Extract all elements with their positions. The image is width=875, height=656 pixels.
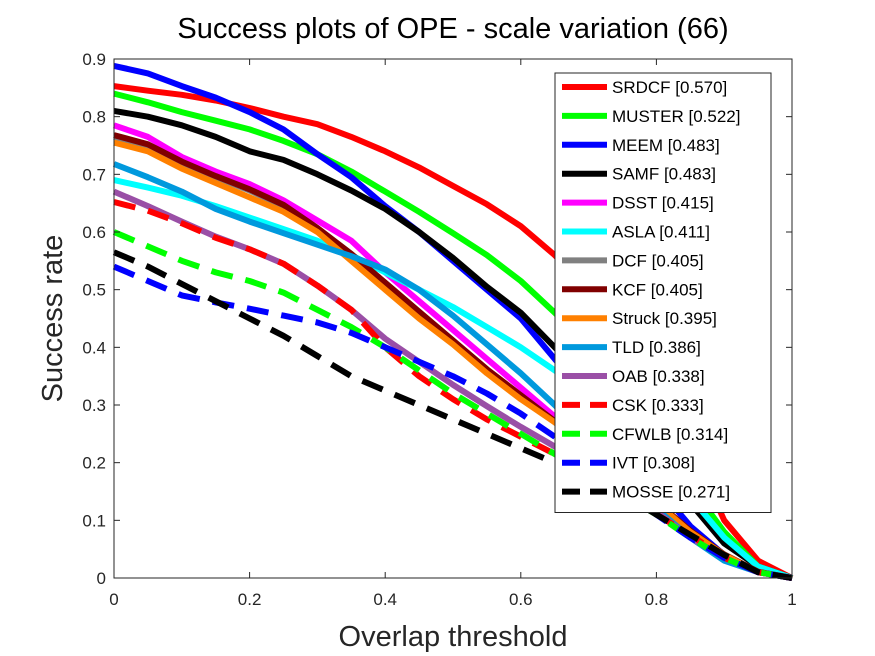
legend-label-4: DSST [0.415]	[612, 194, 714, 213]
y-tick-label: 0.4	[82, 338, 106, 357]
legend-label-0: SRDCF [0.570]	[612, 78, 727, 97]
legend-label-10: OAB [0.338]	[612, 367, 705, 386]
legend: SRDCF [0.570] MUSTER [0.522] MEEM [0.483] S…	[554, 72, 772, 513]
legend-label-6: DCF [0.405]	[612, 251, 704, 270]
y-tick-label: 0.1	[82, 511, 106, 530]
legend-label-3: SAMF [0.483]	[612, 165, 716, 184]
y-axis-ticks: 0 0.1 0.2 0.3 0.4 0.5 0.6 0.7 0.8 0.9	[82, 50, 792, 588]
x-tick-label: 0.2	[238, 590, 262, 609]
legend-label-1: MUSTER [0.522]	[612, 107, 741, 126]
y-tick-label: 0.7	[82, 165, 106, 184]
legend-items: SRDCF [0.570] MUSTER [0.522] MEEM [0.483] S…	[562, 78, 741, 502]
legend-label-5: ASLA [0.411]	[612, 223, 710, 242]
y-tick-label: 0.5	[82, 281, 106, 300]
legend-label-8: Struck [0.395]	[612, 309, 717, 328]
y-tick-label: 0.2	[82, 454, 106, 473]
y-tick-label: 0.6	[82, 223, 106, 242]
legend-label-14: MOSSE [0.271]	[612, 483, 730, 502]
y-tick-label: 0.3	[82, 396, 106, 415]
legend-label-11: CSK [0.333]	[612, 396, 704, 415]
y-axis-label: Success rate	[37, 235, 69, 403]
x-tick-label: 0.6	[509, 590, 533, 609]
axes-frame	[113, 58, 793, 579]
series-line-8	[113, 139, 793, 581]
y-tick-label: 0	[97, 569, 106, 588]
y-tick-label: 0.8	[82, 108, 106, 127]
series-layer	[112, 62, 794, 581]
x-tick-label: 0.8	[645, 590, 669, 609]
chart-title: Success plots of OPE - scale variation (…	[177, 13, 728, 45]
series-line-11	[113, 199, 793, 581]
legend-label-13: IVT [0.308]	[612, 454, 695, 473]
legend-label-7: KCF [0.405]	[612, 280, 703, 299]
x-tick-label: 0	[109, 590, 118, 609]
legend-label-2: MEEM [0.483]	[612, 136, 720, 155]
x-axis-label: Overlap threshold	[339, 621, 568, 653]
x-tick-label: 0.4	[373, 590, 397, 609]
legend-label-12: CFWLB [0.314]	[612, 425, 728, 444]
legend-label-9: TLD [0.386]	[612, 338, 701, 357]
x-axis-ticks: 0 0.2 0.4 0.6 0.8 1	[109, 59, 797, 609]
x-tick-label: 1	[787, 590, 796, 609]
series-line-14	[112, 249, 793, 581]
y-tick-label: 0.9	[82, 50, 106, 69]
